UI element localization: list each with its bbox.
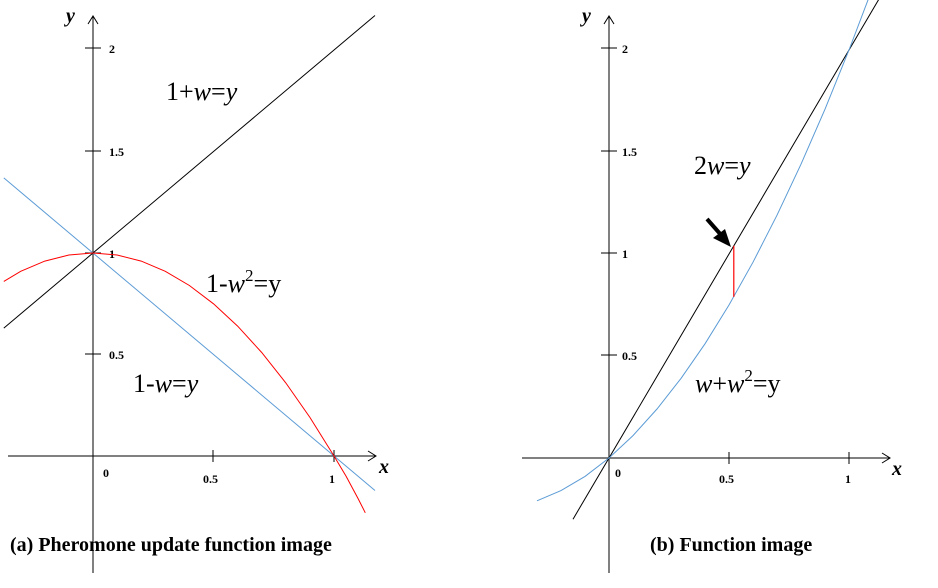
y-tick-label: 0.5: [109, 348, 124, 362]
x-ticks: 0 0.5 1: [103, 450, 335, 486]
y-tick-label: 1: [109, 247, 115, 261]
y-tick-label: 2: [622, 42, 628, 56]
x-axis-arrow: [367, 450, 377, 462]
x-tick-label: 0: [615, 466, 621, 480]
series-line-2w: [572, 0, 880, 520]
x-axis-label: x: [891, 458, 902, 480]
y-tick-label: 1: [622, 247, 628, 261]
x-axis-arrow: [881, 452, 891, 464]
x-axis: [8, 450, 377, 462]
y-axis-label: y: [580, 5, 591, 27]
x-tick-label: 0.5: [719, 472, 734, 486]
series-line-1-plus-w: [3, 15, 376, 329]
y-ticks: 0.5 1 1.5 2: [601, 42, 637, 363]
y-axis: [87, 15, 99, 573]
y-tick-label: 1.5: [109, 145, 124, 159]
y-tick-label: 2: [109, 42, 115, 56]
x-axis: [522, 452, 891, 464]
series-curve-1-minus-w-squared: [3, 252, 366, 514]
y-axis-arrow: [603, 15, 615, 25]
y-axis-arrow: [87, 15, 99, 25]
x-tick-label: 0: [103, 466, 109, 480]
x-axis-label: x: [378, 456, 389, 478]
x-tick-label: 1: [329, 472, 335, 486]
y-axis-label: y: [64, 5, 75, 27]
series-curve-w-plus-w-squared: [536, 0, 869, 502]
series-label-w-plus-w-squared: w+w2=y: [695, 366, 781, 398]
y-ticks: 0.5 1 1.5 2: [85, 42, 124, 362]
caption-a: (a) Pheromone update function image: [10, 534, 332, 556]
panel-a: x y 0.5 1 1.5 2 0 0.5 1 1+w=y 1-w2=y 1-w…: [3, 5, 389, 573]
caption-b: (b) Function image: [650, 534, 812, 556]
panel-b: x y 0.5 1 1.5 2 0 0.5 1 2w=y w+w2=y: [522, 0, 902, 573]
series-label-1-plus-w: 1+w=y: [166, 77, 238, 106]
series-label-1-minus-w: 1-w=y: [133, 369, 199, 398]
y-tick-label: 1.5: [622, 145, 637, 159]
series-line-1-minus-w: [3, 177, 376, 491]
y-tick-label: 0.5: [622, 349, 637, 363]
y-axis: [603, 15, 615, 573]
x-ticks: 0 0.5 1: [615, 452, 851, 486]
x-tick-label: 1: [845, 472, 851, 486]
series-label-1-minus-w-squared: 1-w2=y: [206, 266, 281, 298]
arrow-pointer-icon: [705, 217, 731, 247]
series-label-2w: 2w=y: [694, 151, 751, 180]
x-tick-label: 0.5: [203, 472, 218, 486]
